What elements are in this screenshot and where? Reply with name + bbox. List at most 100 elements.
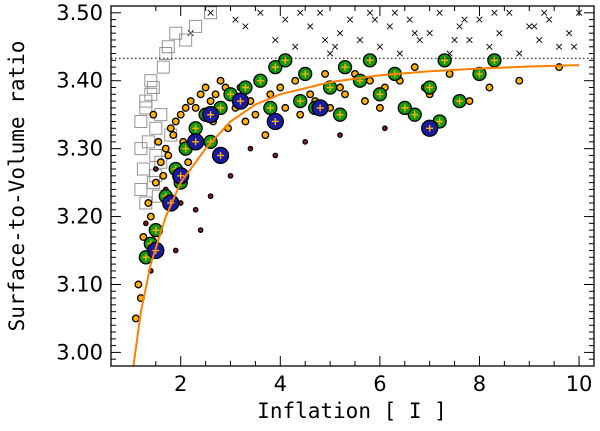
data-point-cross-mark — [142, 253, 150, 261]
data-point-circle — [176, 110, 185, 119]
fit-curve — [132, 64, 580, 367]
data-point-square — [144, 74, 158, 88]
data-point-cross — [461, 16, 468, 23]
data-point-cross — [486, 43, 493, 50]
data-point-circle — [166, 124, 175, 133]
data-point-cross — [546, 16, 553, 23]
data-point-cross — [411, 30, 418, 37]
data-point-cross — [491, 9, 498, 16]
x-tick-label: 8 — [473, 372, 486, 396]
data-point-circle — [216, 76, 225, 85]
data-point-circle — [251, 110, 260, 119]
data-point-cross-mark — [281, 56, 289, 64]
data-point-cross — [272, 36, 279, 44]
data-point-circle — [201, 83, 210, 92]
data-point-square — [144, 87, 158, 101]
data-point-cross — [496, 30, 503, 37]
data-point-cross — [336, 30, 344, 37]
data-point-circle — [375, 103, 384, 112]
data-point-cross — [541, 9, 548, 16]
data-point-circle — [281, 103, 290, 112]
data-point-cross-mark — [271, 117, 279, 125]
y-tick-label: 3.50 — [56, 1, 103, 25]
data-point-square — [141, 135, 155, 149]
data-point-circle — [192, 206, 199, 213]
y-tick-label: 3.10 — [56, 272, 103, 296]
data-point-cross-mark — [326, 84, 334, 92]
data-point-cross-mark — [376, 90, 384, 98]
data-point-circle — [296, 110, 305, 119]
data-point-square — [139, 94, 153, 108]
data-point-circle — [154, 137, 163, 146]
data-point-cross — [297, 9, 304, 16]
data-point-cross — [282, 16, 289, 23]
y-axis-label: Surface-to-Volume ratio — [5, 41, 29, 332]
data-point-cross-mark — [236, 97, 244, 105]
data-point-circle — [241, 117, 250, 126]
data-point-circle — [272, 152, 279, 159]
data-point-square — [179, 33, 193, 47]
data-point-circle — [186, 97, 195, 106]
data-point-cross — [476, 16, 483, 23]
data-point-circle — [196, 90, 205, 99]
data-point-cross-mark — [456, 97, 464, 105]
data-point-cross-mark — [256, 77, 264, 85]
data-point-cross — [331, 43, 339, 50]
data-point-cross — [565, 30, 573, 37]
data-point-square — [139, 101, 153, 115]
data-point-cross-mark — [296, 97, 304, 105]
data-point-circle — [261, 131, 270, 140]
data-point-cross — [556, 43, 563, 50]
data-point-circle — [131, 314, 140, 323]
data-point-cross-mark — [152, 226, 160, 234]
data-point-square — [189, 19, 203, 33]
data-point-cross — [321, 36, 329, 44]
data-point-circle — [445, 69, 454, 78]
data-point-circle — [207, 193, 214, 200]
data-point-square — [136, 162, 150, 176]
x-tick-label: 10 — [566, 372, 593, 396]
data-point-cross-mark — [336, 111, 344, 119]
data-point-circle — [191, 103, 200, 112]
data-point-circle — [146, 212, 155, 221]
data-point-cross-mark — [207, 111, 215, 119]
y-tick-label: 3.40 — [56, 69, 103, 93]
data-point-cross — [292, 43, 299, 50]
data-point-cross-mark — [271, 63, 279, 71]
data-point-cross-mark — [490, 56, 498, 64]
data-point-square — [134, 142, 148, 156]
data-point-circle — [365, 76, 374, 85]
data-point-cross-mark — [436, 117, 444, 125]
data-point-square — [149, 121, 163, 135]
data-point-cross-mark — [411, 111, 419, 119]
x-tick-label: 4 — [274, 372, 287, 396]
data-point-square — [159, 47, 173, 60]
data-point-cross — [371, 16, 379, 23]
data-point-circle — [337, 132, 343, 138]
data-point-square — [134, 182, 148, 196]
data-point-square — [146, 81, 160, 94]
data-point-circle — [465, 97, 474, 106]
data-point-square — [154, 155, 168, 169]
data-point-cross — [466, 36, 473, 44]
data-point-square — [169, 26, 183, 40]
data-point-cross — [326, 50, 334, 57]
data-point-cross-mark — [217, 151, 225, 159]
data-point-circle — [306, 90, 315, 99]
data-point-cross-mark — [227, 90, 235, 98]
y-tick-label: 3.30 — [56, 137, 103, 161]
y-tick-label: 3.00 — [56, 340, 103, 364]
data-point-cross — [187, 30, 194, 37]
data-point-cross-mark — [401, 104, 409, 112]
data-point-cross-mark — [475, 70, 483, 78]
data-point-circle — [172, 247, 179, 254]
data-point-cross — [516, 50, 523, 57]
data-point-cross — [426, 30, 433, 37]
data-point-cross — [531, 23, 538, 30]
data-point-circle — [184, 158, 193, 167]
data-point-cross — [232, 16, 239, 23]
data-point-cross — [406, 16, 413, 23]
x-tick-label: 6 — [373, 372, 386, 396]
data-point-cross — [391, 9, 398, 16]
